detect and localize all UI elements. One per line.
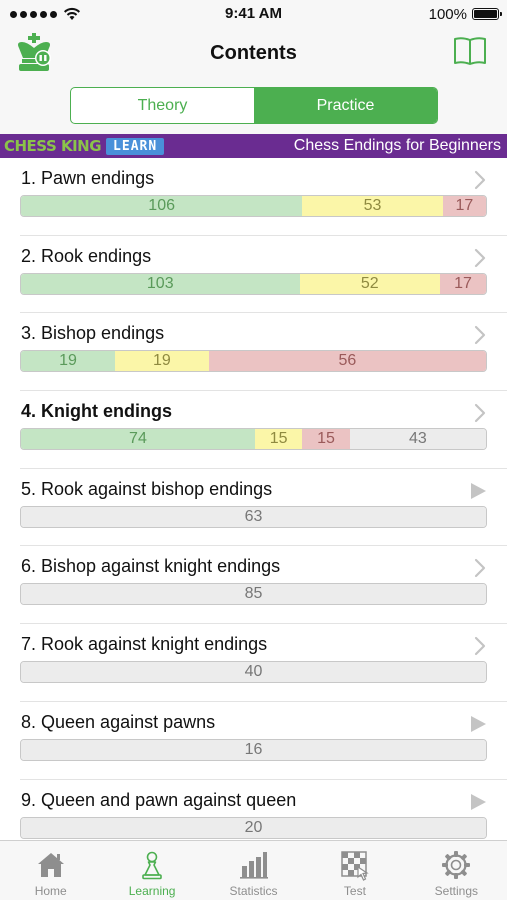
- progress-segment: 16: [21, 739, 486, 760]
- play-icon[interactable]: [469, 792, 487, 812]
- chapter-title: 8. Queen against pawns: [21, 711, 216, 732]
- chevron-right-icon[interactable]: [473, 325, 487, 345]
- progress-segment: 19: [21, 351, 115, 372]
- progress-bar: 74 15 15 43: [20, 428, 487, 451]
- progress-segment: 17: [442, 196, 486, 216]
- tab-theory[interactable]: Theory: [137, 96, 188, 114]
- progress-segment: 74: [21, 429, 255, 450]
- tab-learning[interactable]: Learning: [101, 841, 202, 900]
- tab-home[interactable]: Home: [0, 841, 101, 900]
- tab-settings[interactable]: Settings: [406, 841, 507, 900]
- tab-bar: Home Learning Statistics: [0, 840, 507, 900]
- tab-label: Learning: [128, 884, 176, 898]
- gear-icon: [442, 851, 471, 879]
- progress-segment: 103: [21, 273, 300, 294]
- tab-label: Home: [34, 884, 67, 898]
- status-left: [10, 7, 150, 21]
- chapter-row[interactable]: 8. Queen against pawns 16: [20, 702, 507, 780]
- play-icon[interactable]: [469, 481, 487, 501]
- banner-brand: CHESS KING LEARN: [0, 137, 165, 155]
- chapter-row[interactable]: 7. Rook against knight endings 40: [20, 624, 507, 702]
- nav-bar: Contents: [0, 28, 507, 78]
- chapter-title: 5. Rook against bishop endings: [21, 478, 273, 499]
- chevron-right-icon[interactable]: [473, 403, 487, 423]
- progress-bar: 63: [20, 505, 487, 528]
- progress-segment: 85: [21, 584, 486, 605]
- progress-segment: 17: [439, 273, 486, 294]
- chevron-right-icon[interactable]: [473, 170, 487, 190]
- progress-segment: 40: [21, 662, 486, 683]
- progress-segment: 52: [299, 273, 440, 294]
- chevron-right-icon[interactable]: [473, 636, 487, 656]
- chessboard-icon: [341, 851, 369, 881]
- chapter-list[interactable]: 1. Pawn endings 106 53 17 2. Rook endings 103…: [0, 158, 507, 840]
- signal-icon: [10, 10, 57, 18]
- progress-segment: 63: [21, 506, 486, 527]
- tab-label: Settings: [434, 884, 478, 898]
- chess-king-logo-icon[interactable]: [13, 32, 55, 74]
- progress-bar: 85: [20, 583, 487, 606]
- tab-practice[interactable]: Practice: [254, 88, 437, 123]
- chapter-title: 6. Bishop against knight endings: [21, 556, 281, 577]
- progress-bar: 16: [20, 738, 487, 761]
- course-banner: CHESS KING LEARN Chess Endings for Begin…: [0, 134, 507, 158]
- theory-practice-toggle: Theory Practice: [70, 87, 438, 124]
- progress-bar: 106 53 17: [20, 195, 487, 217]
- course-title: Chess Endings for Beginners: [293, 137, 501, 154]
- chevron-right-icon[interactable]: [473, 248, 487, 268]
- progress-segment: 15: [302, 429, 350, 450]
- progress-segment: 43: [349, 429, 486, 450]
- chapter-row[interactable]: 9. Queen and pawn against queen 20: [20, 780, 507, 841]
- chapter-row[interactable]: 3. Bishop endings 19 19 56: [20, 313, 507, 392]
- tab-label: Test: [343, 884, 366, 898]
- bar-chart-icon: [239, 852, 268, 879]
- tab-label: Statistics: [229, 884, 278, 898]
- progress-bar: 103 52 17: [20, 272, 487, 295]
- page-title: Contents: [210, 41, 297, 64]
- progress-segment: 56: [208, 351, 486, 372]
- progress-bar: 19 19 56: [20, 350, 487, 373]
- progress-bar: 20: [20, 816, 487, 839]
- tab-test[interactable]: Test: [304, 841, 405, 900]
- progress-segment: 106: [21, 196, 303, 216]
- chapter-title: 2. Rook endings: [21, 245, 152, 266]
- status-bar: 9:41 AM 100%: [0, 0, 507, 28]
- book-icon[interactable]: [453, 36, 487, 66]
- chapter-row[interactable]: 6. Bishop against knight endings 85: [20, 546, 507, 625]
- chevron-right-icon[interactable]: [473, 558, 487, 578]
- chapter-title: 1. Pawn endings: [21, 168, 155, 188]
- chapter-title: 4. Knight endings: [21, 401, 172, 422]
- chapter-title: 7. Rook against knight endings: [21, 634, 268, 655]
- chapter-row[interactable]: 4. Knight endings 74 15 15 43: [20, 391, 507, 469]
- tab-statistics[interactable]: Statistics: [203, 841, 304, 900]
- play-icon[interactable]: [469, 714, 487, 734]
- battery-icon: [472, 8, 502, 20]
- chapter-title: 9. Queen and pawn against queen: [21, 789, 297, 810]
- wifi-icon: [64, 7, 80, 20]
- pawn-icon: [142, 851, 162, 880]
- progress-segment: 19: [114, 351, 209, 372]
- brand-name: CHESS KING: [4, 137, 102, 155]
- progress-segment: 20: [21, 817, 486, 838]
- progress-bar: 40: [20, 661, 487, 684]
- status-right: 100%: [428, 5, 502, 23]
- home-icon: [37, 853, 64, 877]
- chapter-title: 3. Bishop endings: [21, 323, 165, 344]
- progress-segment: 53: [302, 196, 443, 216]
- battery-percent: 100%: [428, 5, 467, 23]
- chapter-row[interactable]: 5. Rook against bishop endings 63: [20, 469, 507, 547]
- progress-segment: 15: [254, 429, 303, 450]
- chapter-row[interactable]: 2. Rook endings 103 52 17: [20, 236, 507, 314]
- chapter-row[interactable]: 1. Pawn endings 106 53 17: [20, 158, 507, 236]
- learn-badge: LEARN: [106, 137, 165, 155]
